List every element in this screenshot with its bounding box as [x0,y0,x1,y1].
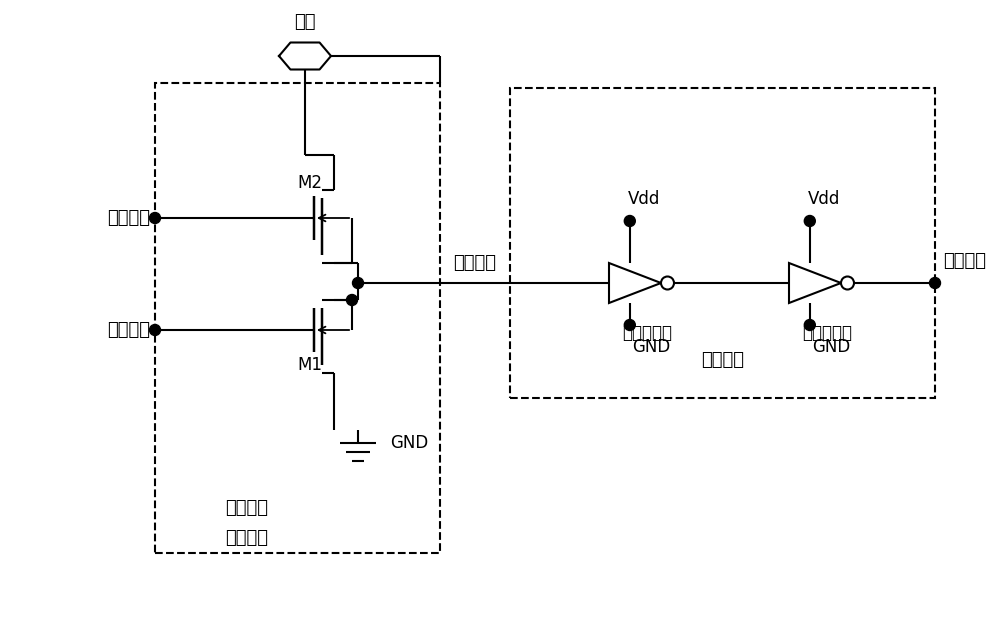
Bar [155,83,440,553]
Text: GND: GND [632,338,670,356]
Text: 第二反相器: 第二反相器 [802,324,852,342]
Text: M2: M2 [298,174,322,192]
Circle shape [930,277,940,289]
Text: 检测信号: 检测信号 [454,254,496,272]
Text: 接口: 接口 [294,14,316,32]
Text: 产生模块: 产生模块 [225,529,268,547]
Text: 第一反相器: 第一反相器 [622,324,672,342]
Text: 输入模块: 输入模块 [701,351,744,369]
Text: 检测信号: 检测信号 [225,499,268,517]
Circle shape [347,295,358,305]
Text: 偏置电压: 偏置电压 [107,209,150,227]
Circle shape [804,320,815,331]
Text: GND: GND [812,338,850,356]
Text: GND: GND [390,434,428,452]
Bar [510,88,935,398]
Circle shape [624,216,635,227]
Text: 输入信号: 输入信号 [107,321,150,339]
Circle shape [624,320,635,331]
Circle shape [150,324,160,336]
Circle shape [150,213,160,224]
Text: M1: M1 [298,356,322,374]
Text: Vdd: Vdd [628,190,660,208]
Circle shape [804,216,815,227]
Text: 输出信号: 输出信号 [943,252,986,270]
Text: Vdd: Vdd [808,190,840,208]
Circle shape [352,277,364,289]
